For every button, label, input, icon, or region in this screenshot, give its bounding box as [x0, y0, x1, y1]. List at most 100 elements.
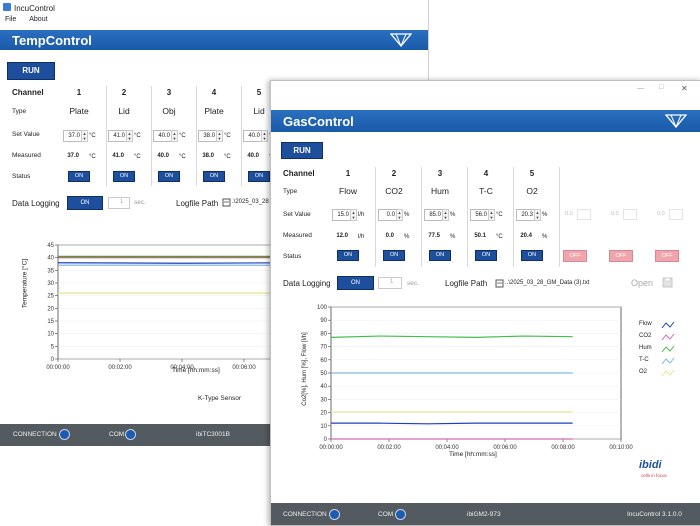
com-indicator-icon [125, 429, 136, 440]
title-bar: IncuControl [0, 0, 428, 16]
y-tick-label: 20 [320, 411, 327, 417]
channel-status-button[interactable]: ON [248, 171, 270, 182]
measured-value: 50.1 [474, 233, 486, 239]
spinner-arrows-icon[interactable]: ▲ ▼ [81, 130, 88, 142]
data-logging-button[interactable]: ON [337, 276, 374, 290]
spinner-arrows-icon[interactable]: ▲ ▼ [534, 209, 541, 221]
spinner-arrows-icon[interactable]: ▲ ▼ [261, 130, 268, 142]
y-tick-label: 30 [320, 397, 327, 403]
spinner-arrows-icon[interactable]: ▲ ▼ [350, 209, 357, 221]
measured-value: 0.0 [385, 233, 394, 239]
measured-value: 37.0 [67, 153, 79, 159]
set-value-input[interactable]: 41.0 [108, 130, 127, 142]
spinner-arrows-icon[interactable]: ▲ ▼ [126, 130, 133, 142]
legend-label: CO2 [639, 333, 652, 339]
menu-file[interactable]: File [5, 16, 17, 23]
channel-status-button[interactable]: ON [203, 171, 225, 182]
spinner-arrows-icon[interactable]: ▲ ▼ [488, 209, 495, 221]
open-button[interactable]: Open [631, 278, 654, 288]
run-button[interactable]: RUN [7, 62, 55, 80]
gascontrol-banner: GasControl [271, 110, 700, 132]
channel-number: 2 [121, 88, 127, 97]
spinner-arrows-icon[interactable]: ▲ ▼ [171, 130, 178, 142]
channel-status-button[interactable]: ON [383, 250, 405, 261]
spinner-arrows-icon[interactable]: ▲ ▼ [442, 209, 449, 221]
folder-icon[interactable] [222, 197, 231, 207]
x-tick-label: 00:00:00 [46, 365, 70, 371]
measured-unit: % [542, 234, 548, 240]
menu-bar: File About [0, 16, 428, 28]
minimize-button[interactable]: — [637, 85, 644, 92]
set-value-unit: % [450, 212, 456, 218]
set-value-unit: % [542, 212, 548, 218]
channel-type: Plate [204, 106, 224, 116]
y-tick-label: 40 [320, 384, 327, 390]
x-tick-label: 00:08:00 [551, 445, 575, 451]
channel-status-button[interactable]: ON [521, 250, 543, 261]
channel-off-button[interactable]: OFF [655, 250, 679, 262]
type-label: Type [12, 108, 27, 115]
set-value-input[interactable]: 85.0 [424, 209, 443, 221]
channel-status-button[interactable]: ON [158, 171, 180, 182]
x-tick-label: 00:10:00 [609, 445, 633, 451]
menu-about[interactable]: About [29, 16, 48, 23]
channel-status-button[interactable]: ON [429, 250, 451, 261]
channel-type: CO2 [385, 186, 403, 196]
measured-value: 77.5 [428, 233, 440, 239]
data-logging-label: Data Logging [12, 199, 60, 208]
channel-status-button[interactable]: ON [475, 250, 497, 261]
interval-spinner[interactable]: 1 [378, 277, 402, 289]
type-label: Type [283, 188, 298, 195]
channel-off-button[interactable]: OFF [563, 250, 587, 262]
interval-value: 1 [120, 199, 124, 205]
save-file-icon[interactable] [662, 277, 673, 288]
spinner-arrows-icon[interactable]: ▲ ▼ [216, 130, 223, 142]
set-value-input[interactable]: 20.3 [516, 209, 535, 221]
column-divider [467, 167, 468, 267]
measured-unit: % [404, 234, 410, 240]
disabled-set-value: 0.0 [657, 211, 665, 217]
channel-status-button[interactable]: ON [113, 171, 135, 182]
channel-type: O2 [526, 186, 538, 196]
set-value-input[interactable]: 40.0 [153, 130, 172, 142]
set-value-input[interactable]: 56.0 [470, 209, 489, 221]
y-tick-label: 10 [47, 332, 54, 338]
set-value-input[interactable]: 0.0 [378, 209, 397, 221]
ibidi-logo-icon [665, 114, 687, 129]
y-tick-label: 80 [320, 331, 327, 337]
x-tick-label: 00:02:00 [377, 445, 401, 451]
set-value-input[interactable]: 37.0 [63, 130, 82, 142]
com-label: COM [109, 431, 125, 438]
logfile-path-label: Logfile Path [176, 199, 219, 208]
channel-label: Channel [283, 169, 315, 178]
maximize-button[interactable]: □ [659, 84, 664, 91]
app-version: IncuControl 3.1.0.0 [627, 511, 682, 518]
temp-y-axis-label: Temperature [°C] [21, 258, 29, 309]
run-button[interactable]: RUN [281, 142, 323, 159]
gas-title-bar: — □ ✕ [271, 81, 700, 99]
channel-type: Plate [69, 106, 89, 116]
disabled-spinner [577, 209, 591, 220]
data-logging-button[interactable]: ON [67, 196, 103, 210]
spinner-arrows-icon[interactable]: ▲ ▼ [396, 209, 403, 221]
gas-chart: 0 10 20 30 40 50 60 70 80 90 100 00:00:00 00:02:00 00… [317, 305, 633, 451]
set-value-unit: °C [89, 133, 96, 139]
channel-label: Channel [12, 88, 44, 97]
folder-icon[interactable] [495, 278, 504, 288]
measured-unit: % [450, 234, 456, 240]
x-tick-label: 00:02:00 [108, 365, 132, 371]
close-button[interactable]: ✕ [681, 84, 688, 93]
channel-status-button[interactable]: ON [68, 171, 90, 182]
set-value-input[interactable]: 15.0 [332, 209, 351, 221]
legend-swatch-icon [661, 369, 675, 377]
set-value-input[interactable]: 38.0 [198, 130, 217, 142]
channel-off-button[interactable]: OFF [609, 250, 633, 262]
interval-spinner[interactable]: 1 [108, 197, 130, 209]
channel-status-button[interactable]: ON [337, 250, 359, 261]
measured-value: 38.0 [202, 153, 214, 159]
measured-value: 40.0 [157, 153, 169, 159]
y-tick-label: 30 [47, 281, 54, 287]
set-value-input[interactable]: 40.0 [243, 130, 262, 142]
measured-unit: °C [496, 234, 503, 240]
connection-indicator-icon [329, 509, 340, 520]
